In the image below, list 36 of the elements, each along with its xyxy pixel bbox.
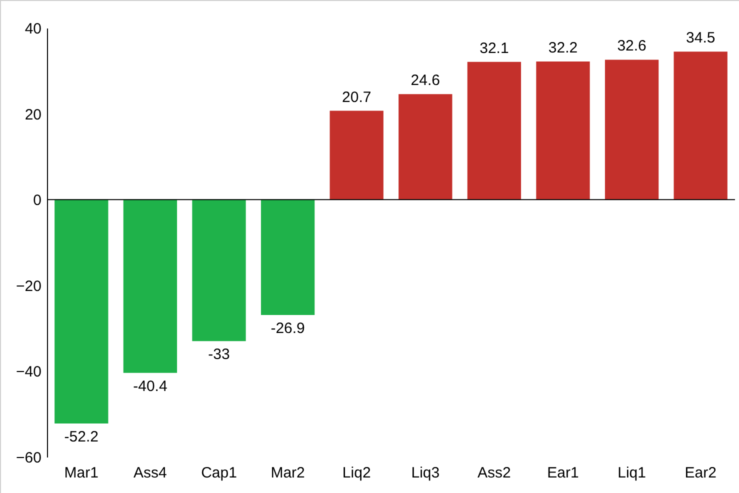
bar (398, 94, 452, 200)
x-tick-label: Ass2 (478, 464, 511, 482)
x-tick-label: Mar2 (270, 464, 305, 482)
bar (192, 200, 246, 342)
y-tick-label: 40 (24, 20, 42, 38)
bar (260, 200, 315, 315)
x-tick-label: Ear2 (684, 464, 716, 482)
x-tick-label: Ear1 (547, 464, 579, 482)
bar (330, 110, 384, 200)
bar (467, 62, 522, 200)
bar (54, 200, 108, 424)
y-tick-label: −20 (16, 278, 42, 295)
x-tick-label: Mar1 (64, 464, 98, 482)
y-tick-label: 20 (24, 106, 42, 124)
data-label: -26.9 (270, 320, 305, 337)
y-tick-label: 0 (33, 192, 42, 210)
data-label: -40.4 (133, 378, 168, 395)
data-label: 32.1 (480, 40, 509, 57)
y-tick-label: −60 (16, 450, 42, 466)
bar (604, 60, 659, 200)
x-tick-label: Cap1 (201, 464, 237, 482)
data-label: 34.5 (686, 30, 716, 47)
data-label: 20.7 (342, 88, 372, 106)
y-tick-label: −40 (16, 364, 42, 381)
data-label: -52.2 (64, 428, 98, 446)
bar (123, 200, 178, 373)
x-tick-label: Ass4 (134, 464, 167, 482)
bar (674, 52, 728, 200)
x-tick-label: Liq3 (411, 464, 440, 482)
data-label: 32.2 (548, 39, 578, 56)
data-label: -33 (208, 346, 230, 364)
bar (536, 61, 590, 200)
x-tick-label: Liq2 (342, 464, 371, 482)
data-label: 32.6 (617, 38, 646, 55)
x-tick-label: Liq1 (618, 464, 646, 482)
data-label: 24.6 (410, 72, 440, 90)
